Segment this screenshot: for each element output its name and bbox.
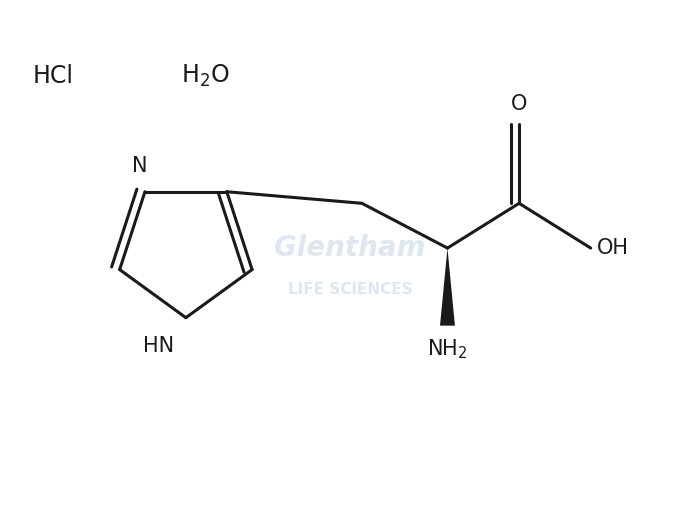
Text: HN: HN xyxy=(143,335,174,356)
Text: HCl: HCl xyxy=(33,64,74,88)
Text: O: O xyxy=(511,94,528,114)
Text: LIFE SCIENCES: LIFE SCIENCES xyxy=(287,282,412,297)
Text: H$_2$O: H$_2$O xyxy=(182,63,230,89)
Text: NH$_2$: NH$_2$ xyxy=(427,337,468,361)
Text: OH: OH xyxy=(596,238,628,258)
Text: Glentham: Glentham xyxy=(274,234,426,262)
Polygon shape xyxy=(440,248,455,326)
Text: N: N xyxy=(132,156,148,176)
